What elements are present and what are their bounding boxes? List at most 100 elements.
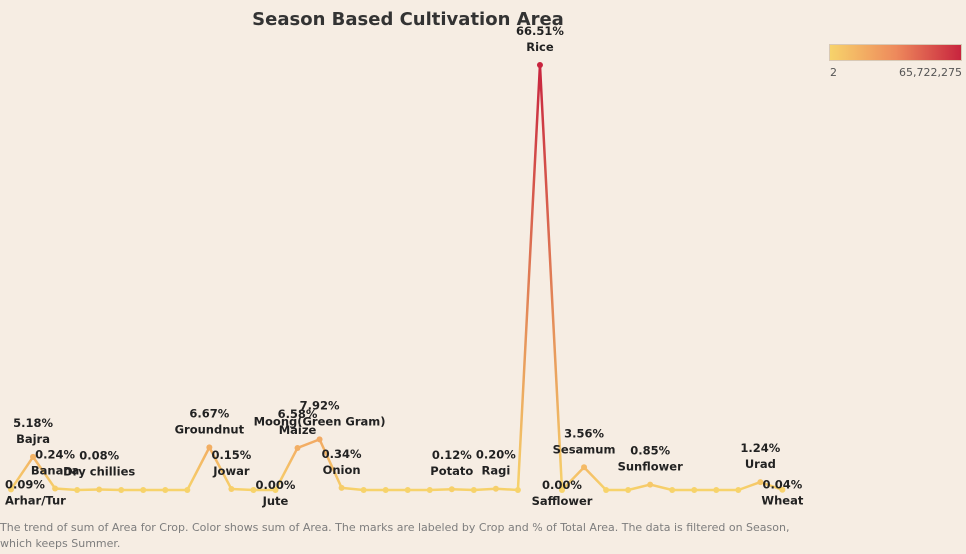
line-segment — [582, 466, 608, 492]
data-point — [316, 436, 323, 443]
data-point — [603, 487, 610, 493]
line-segment — [9, 455, 35, 491]
data-point — [713, 487, 720, 493]
data-point — [272, 487, 279, 493]
data-point — [96, 486, 103, 493]
line-segment — [560, 466, 586, 492]
line-segment — [53, 487, 79, 492]
data-label-percent: 66.51% — [516, 24, 564, 38]
data-point — [735, 487, 742, 493]
line-segment — [648, 483, 674, 492]
data-point — [779, 486, 786, 493]
data-label-crop: Sesamum — [553, 442, 616, 456]
data-label-percent: 1.24% — [740, 441, 780, 455]
line-segment — [208, 446, 233, 491]
data-point — [514, 487, 521, 493]
line-segment — [626, 483, 652, 492]
data-label-crop: Onion — [323, 463, 361, 477]
caption-line-2: which keeps Summer. — [0, 537, 121, 550]
line-segment — [538, 63, 564, 492]
data-label-crop: Bajra — [16, 432, 50, 446]
data-point — [30, 453, 37, 460]
data-label-crop: Rice — [526, 40, 554, 54]
data-point — [8, 486, 14, 493]
data-point — [382, 487, 389, 493]
data-point — [360, 487, 367, 493]
data-point — [52, 485, 59, 492]
data-point — [536, 62, 543, 68]
data-label-crop: Jowar — [212, 464, 250, 478]
data-label-percent: 0.20% — [476, 448, 516, 462]
data-label-crop: Groundnut — [175, 422, 245, 436]
data-point — [162, 487, 169, 493]
data-label-percent: 0.00% — [542, 478, 582, 492]
data-label-crop: Arhar/Tur — [5, 493, 66, 507]
data-label-percent: 6.67% — [189, 406, 229, 420]
data-point — [250, 487, 257, 493]
data-label-percent: 6.58% — [278, 407, 318, 421]
data-point — [647, 481, 654, 488]
line-segment — [318, 438, 343, 490]
data-point — [559, 487, 565, 493]
caption-line-1: The trend of sum of Area for Crop. Color… — [0, 521, 790, 534]
data-label-crop: Sunflower — [618, 460, 684, 474]
data-point — [118, 487, 125, 493]
line-segment — [75, 488, 101, 492]
data-label-crop: Safflower — [532, 494, 593, 508]
data-point — [140, 487, 147, 493]
data-label-crop: Ragi — [481, 464, 510, 478]
data-point — [470, 487, 477, 493]
line-segment — [737, 480, 762, 492]
data-label-percent: 0.24% — [35, 447, 75, 461]
data-label-percent: 0.85% — [630, 444, 670, 458]
line-segment — [516, 63, 542, 492]
data-point — [184, 487, 191, 493]
data-point — [625, 487, 632, 493]
line-segment — [31, 455, 57, 490]
line-segment — [494, 487, 520, 492]
data-label-crop: Banana — [31, 463, 79, 477]
data-label-crop: Moong(Green Gram) — [254, 414, 386, 428]
chart-caption: The trend of sum of Area for Crop. Color… — [0, 520, 960, 552]
data-label-percent: 0.34% — [322, 447, 362, 461]
data-label-percent: 3.56% — [564, 426, 604, 440]
data-label-percent: 0.00% — [256, 478, 296, 492]
line-segment — [274, 446, 299, 492]
data-point — [426, 487, 433, 493]
data-point — [448, 486, 455, 493]
data-label-percent: 0.12% — [432, 448, 472, 462]
data-point — [74, 487, 81, 493]
data-point — [228, 486, 235, 493]
data-label-crop: Potato — [430, 464, 473, 478]
color-legend: 2 65,722,275 — [829, 44, 962, 79]
data-label-percent: 0.08% — [79, 448, 119, 462]
line-segment — [296, 438, 321, 450]
line-segment — [186, 446, 211, 492]
data-point — [404, 487, 411, 493]
data-point — [206, 444, 213, 451]
line-segment — [97, 488, 123, 492]
line-segment — [759, 480, 784, 491]
data-point — [691, 487, 698, 493]
data-label-crop: Jute — [262, 494, 289, 508]
data-point — [492, 485, 499, 492]
line-segment — [340, 486, 365, 492]
data-label-crop: Urad — [745, 457, 776, 471]
data-label-crop: Dry chillies — [63, 464, 135, 478]
data-point — [294, 444, 301, 451]
line-segment — [428, 487, 454, 492]
color-legend-min: 2 — [830, 66, 837, 79]
data-point — [669, 487, 676, 493]
chart-title: Season Based Cultivation Area — [252, 9, 564, 30]
line-segment — [230, 487, 255, 492]
data-label-crop: Maize — [279, 423, 317, 437]
data-label-percent: 7.92% — [300, 398, 340, 412]
line-segment — [450, 487, 476, 492]
data-label-percent: 0.09% — [5, 477, 45, 491]
line-segment — [472, 487, 498, 492]
data-label-percent: 0.15% — [211, 448, 251, 462]
color-legend-gradient — [829, 44, 962, 61]
data-label-percent: 5.18% — [13, 416, 53, 430]
data-label-crop: Wheat — [761, 494, 803, 508]
